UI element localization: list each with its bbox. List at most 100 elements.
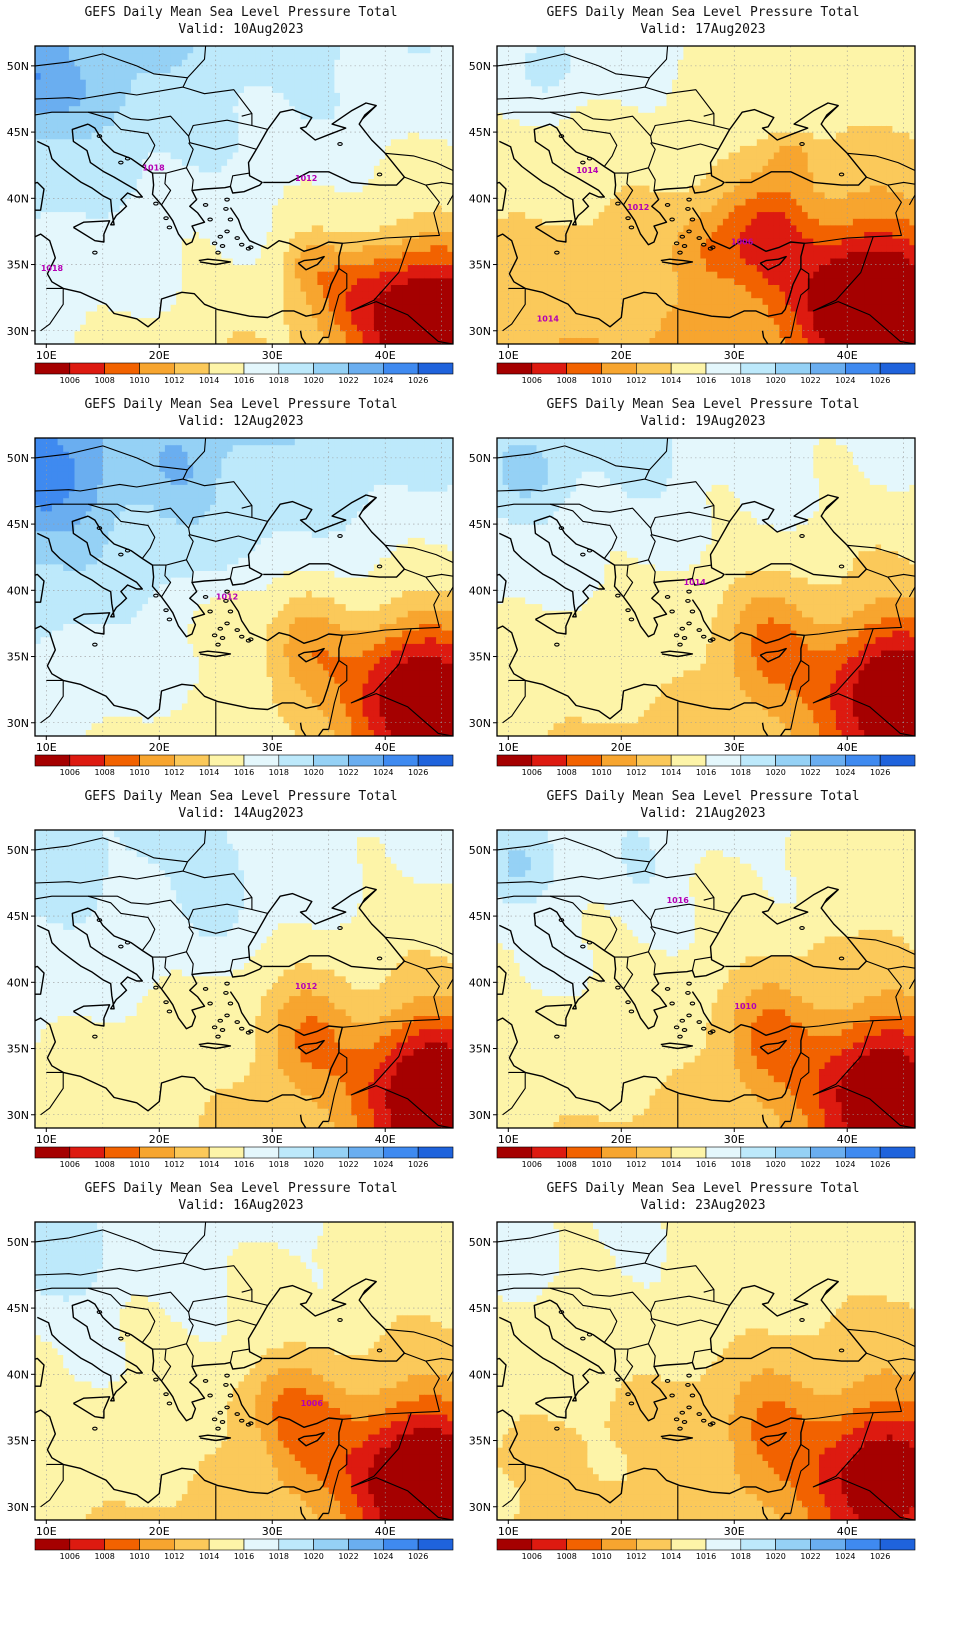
- pressure-cell: [643, 185, 651, 193]
- pressure-cell: [80, 317, 87, 325]
- pressure-cell: [553, 112, 560, 120]
- pressure-cell: [334, 317, 341, 325]
- pressure-cell: [148, 171, 155, 179]
- pressure-cell: [508, 118, 515, 126]
- pressure-cell: [547, 145, 554, 153]
- pressure-cell: [294, 59, 301, 67]
- pressure-cell: [40, 92, 47, 100]
- pressure-cell: [300, 185, 307, 193]
- pressure-cell: [553, 211, 560, 219]
- pressure-cell: [643, 244, 651, 252]
- pressure-cell: [153, 324, 160, 332]
- pressure-cell: [181, 165, 189, 173]
- coastline: [299, 330, 329, 344]
- pressure-cell: [593, 224, 600, 232]
- pressure-cell: [260, 105, 268, 113]
- pressure-cell: [655, 59, 662, 67]
- pressure-cell: [204, 218, 211, 226]
- pressure-cell: [102, 118, 109, 126]
- pressure-cell: [187, 204, 194, 213]
- pressure-cell: [255, 85, 262, 93]
- pressure-cell: [497, 330, 504, 338]
- pressure-cell: [345, 132, 352, 140]
- pressure-cell: [351, 145, 358, 153]
- pressure-cell: [148, 291, 155, 299]
- pressure-cell: [396, 291, 403, 299]
- pressure-cell: [519, 158, 526, 166]
- pressure-cell: [593, 244, 600, 252]
- pressure-cell: [672, 244, 679, 252]
- pressure-cell: [277, 158, 285, 166]
- pressure-cell: [306, 231, 313, 239]
- pressure-cell: [40, 330, 47, 338]
- pressure-cell: [683, 191, 690, 199]
- pressure-cell: [204, 337, 211, 344]
- pressure-cell: [441, 191, 448, 199]
- pressure-cell: [407, 52, 414, 60]
- pressure-cell: [227, 324, 234, 332]
- pressure-cell: [536, 204, 543, 213]
- pressure-cell: [379, 46, 386, 54]
- pressure-cell: [621, 105, 628, 113]
- pressure-cell: [46, 330, 53, 338]
- pressure-cell: [159, 284, 166, 292]
- pressure-cell: [581, 238, 588, 246]
- pressure-cell: [85, 284, 92, 292]
- pressure-cell: [153, 317, 160, 325]
- pressure-cell: [593, 99, 600, 107]
- pressure-cell: [142, 85, 149, 93]
- pressure-cell: [587, 277, 594, 285]
- pressure-cell: [266, 310, 273, 319]
- pressure-cell: [272, 330, 279, 338]
- pressure-cell: [672, 72, 679, 80]
- pressure-cell: [593, 291, 600, 299]
- pressure-cell: [655, 330, 662, 338]
- pressure-cell: [436, 264, 443, 272]
- pressure-cell: [373, 138, 381, 146]
- pressure-cell: [513, 185, 521, 193]
- pressure-cell: [649, 297, 656, 305]
- pressure-cell: [283, 79, 290, 87]
- pressure-cell: [441, 244, 448, 252]
- pressure-cell: [525, 198, 532, 206]
- pressure-cell: [689, 310, 696, 319]
- pressure-cell: [159, 59, 166, 67]
- colorbar-label: 1006: [60, 376, 80, 385]
- pressure-cell: [553, 257, 560, 266]
- pressure-cell: [176, 291, 183, 299]
- pressure-cell: [530, 79, 538, 87]
- pressure-cell: [227, 165, 234, 173]
- pressure-cell: [632, 204, 639, 213]
- pressure-cell: [655, 271, 662, 279]
- pressure-cell: [447, 138, 453, 146]
- pressure-cell: [385, 132, 392, 140]
- pressure-cell: [576, 238, 583, 246]
- pressure-cell: [311, 65, 318, 74]
- pressure-cell: [170, 99, 177, 107]
- pressure-cell: [266, 59, 273, 67]
- pressure-cell: [677, 291, 684, 299]
- pressure-cell: [232, 264, 239, 272]
- pressure-cell: [621, 310, 628, 319]
- pressure-cell: [513, 218, 521, 226]
- pressure-cell: [193, 165, 200, 173]
- pressure-cell: [610, 304, 617, 312]
- pressure-cell: [649, 65, 656, 74]
- pressure-cell: [519, 198, 526, 206]
- pressure-cell: [621, 59, 628, 67]
- pressure-cell: [131, 112, 138, 120]
- pressure-cell: [396, 218, 403, 226]
- pressure-cell: [593, 72, 600, 80]
- pressure-cell: [604, 145, 611, 153]
- pressure-cell: [570, 99, 577, 107]
- pressure-cell: [441, 72, 448, 80]
- pressure-cell: [170, 92, 177, 100]
- pressure-cell: [164, 132, 172, 140]
- pressure-cell: [672, 324, 679, 332]
- pressure-cell: [334, 185, 341, 193]
- pressure-cell: [311, 257, 318, 266]
- pressure-cell: [227, 99, 234, 107]
- pressure-cell: [255, 165, 262, 173]
- pressure-cell: [176, 284, 183, 292]
